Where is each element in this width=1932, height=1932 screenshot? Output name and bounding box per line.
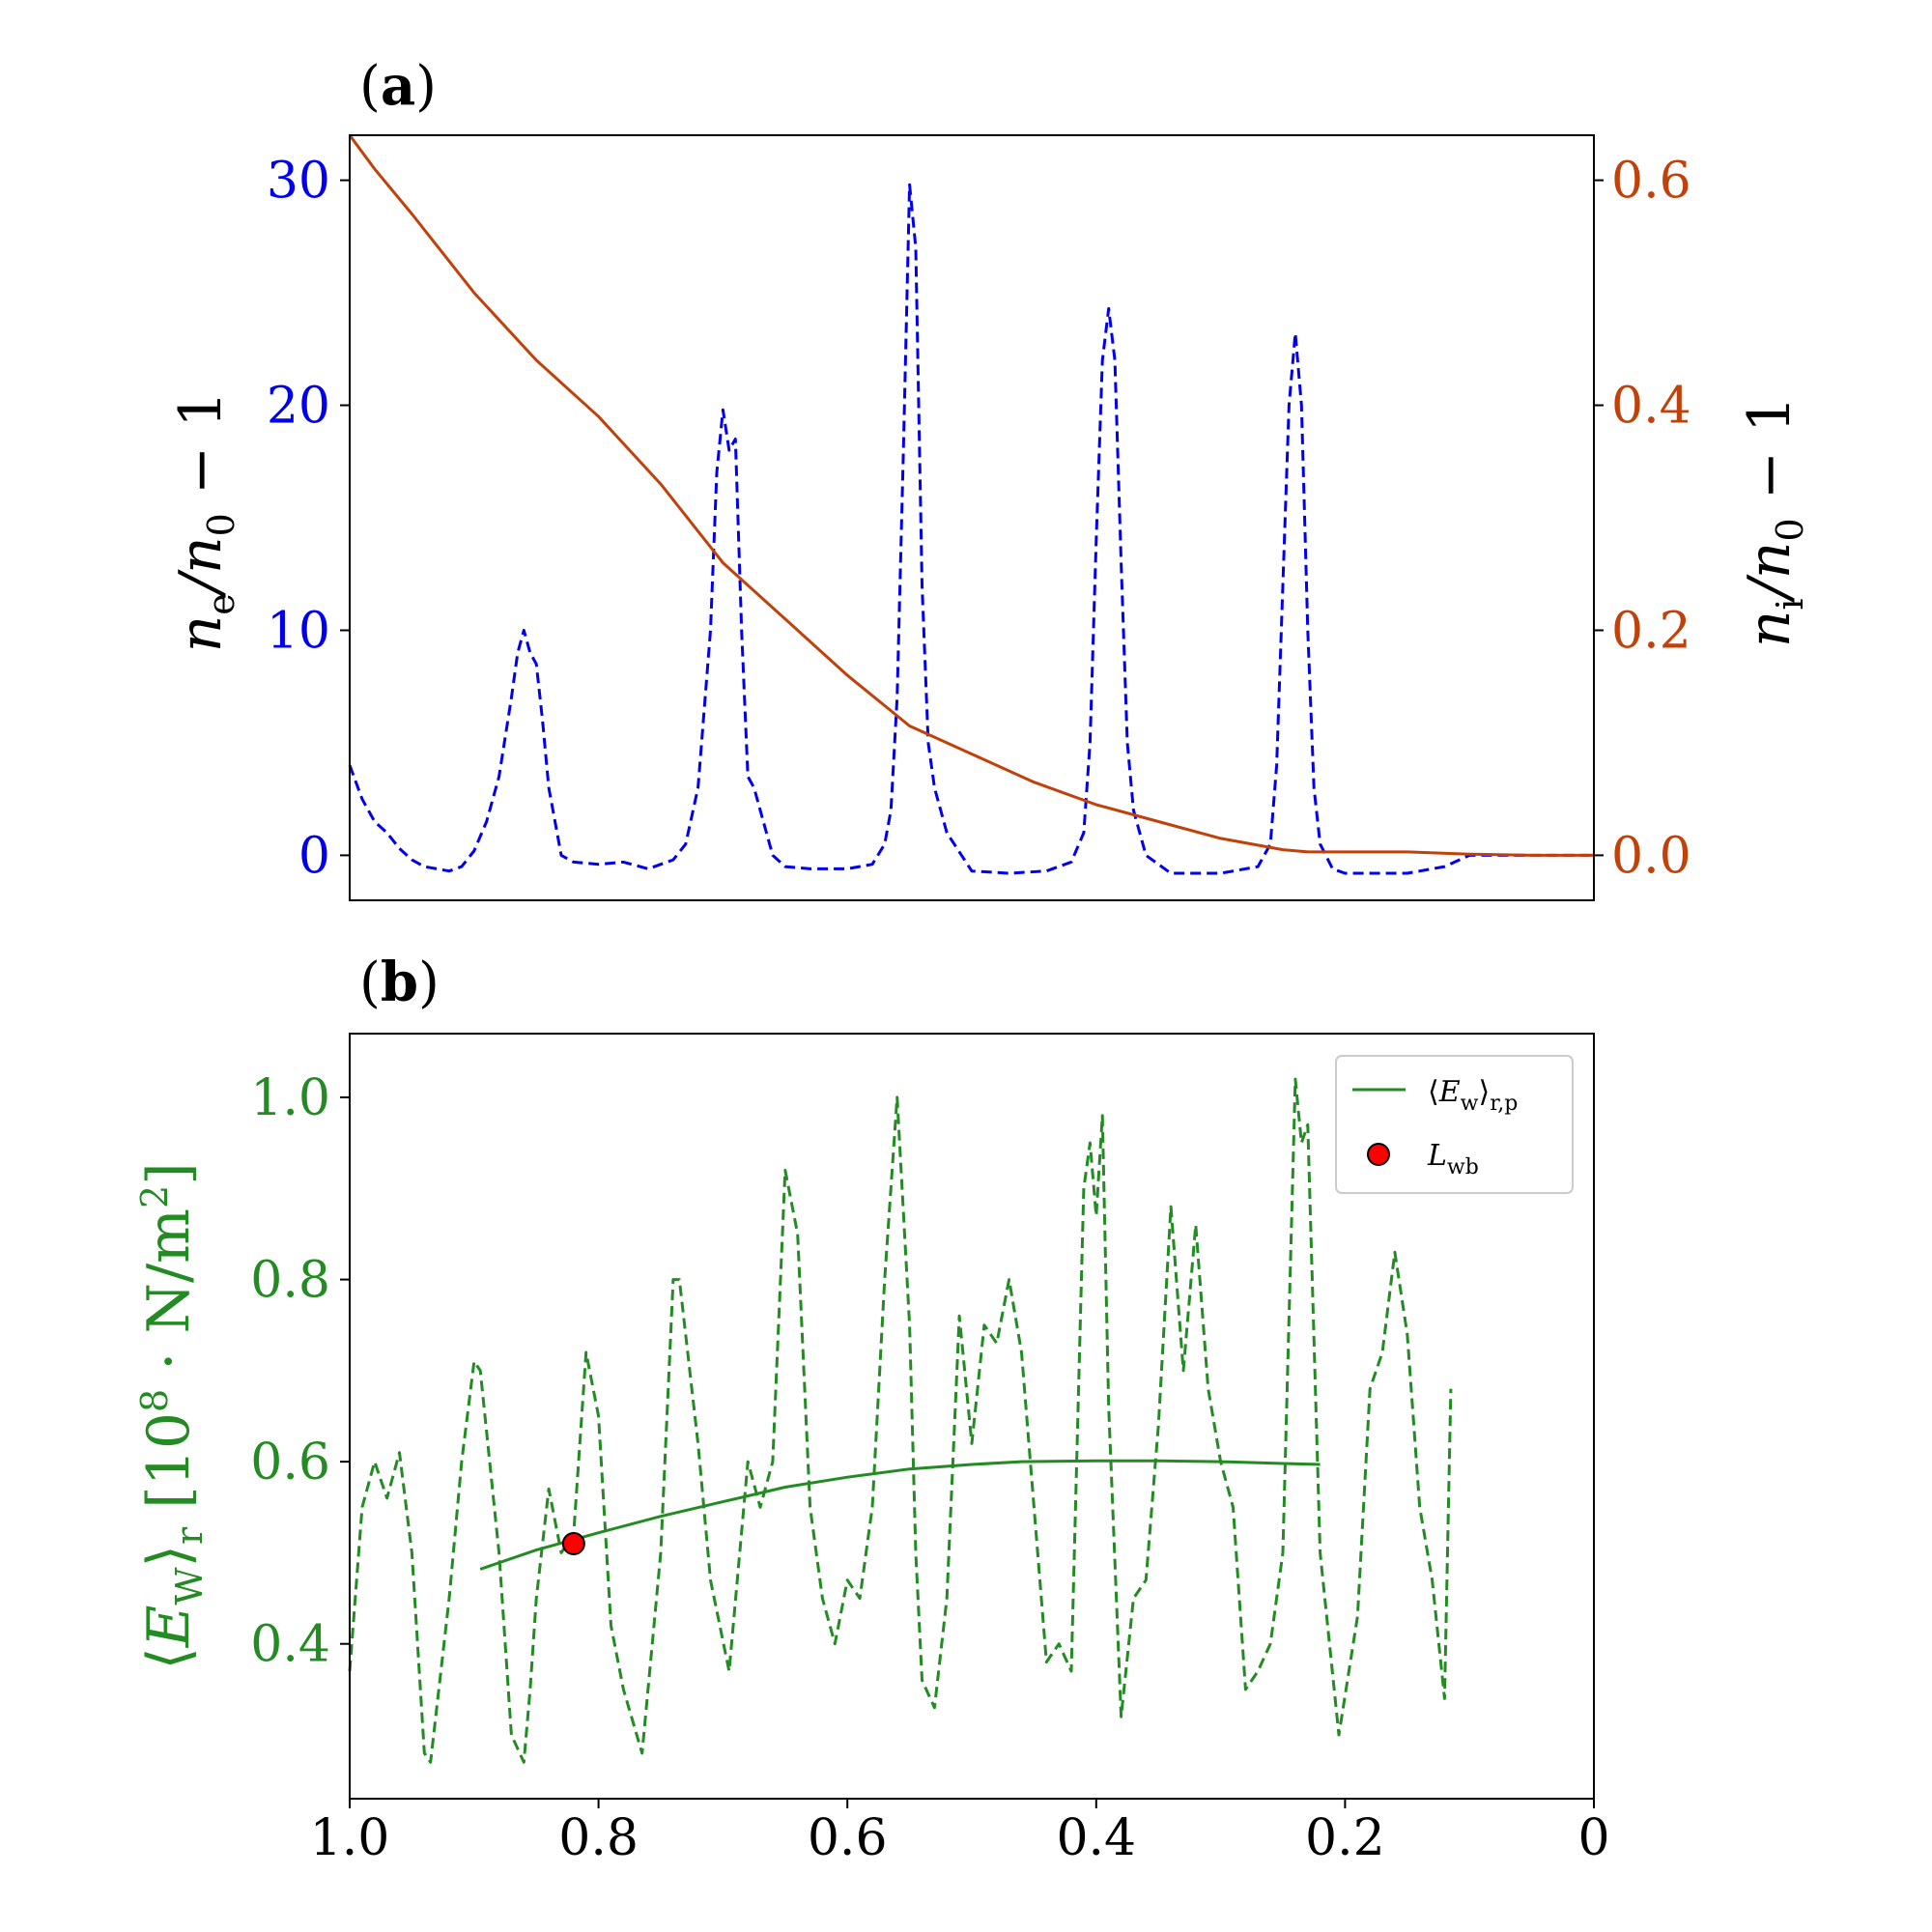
legend: ⟨Ew⟩r,p Lwb bbox=[1335, 1055, 1574, 1194]
panel-b-x-ticks: 1.0 0.8 0.6 0.4 0.2 0 bbox=[310, 1799, 1610, 1867]
panel-a-series bbox=[348, 134, 1594, 875]
panel-a-right-tick-label: 0.0 bbox=[1611, 827, 1691, 885]
panel-a-frame bbox=[349, 134, 1595, 901]
panel-b-y-tick-label: 0.4 bbox=[250, 1616, 330, 1674]
panel-a-left-tick-label: 10 bbox=[267, 602, 330, 660]
panel-b-x-tick-label: 0 bbox=[1577, 1809, 1609, 1867]
series-line-ni bbox=[348, 134, 1594, 857]
panel-a-right-tick-label: 0.4 bbox=[1611, 378, 1691, 436]
panel-a-left-tick-label: 0 bbox=[298, 827, 330, 885]
panel-a: (a) 0 10 20 30 0.0 0.2 0.4 0.6 ne/n0 − 1 ni/n0… bbox=[167, 54, 1811, 901]
panel-a-right-tick-label: 0.6 bbox=[1611, 153, 1691, 211]
panel-a-left-y-ticks: 0 10 20 30 bbox=[267, 153, 350, 885]
panel-b-series bbox=[348, 1077, 1453, 1764]
panel-b: (b) 0.4 0.6 0.8 1.0 1.0 0.8 0.6 0.4 0.2 0 ⟨EW⟩r … bbox=[133, 951, 1610, 1867]
legend-entry-ew: ⟨Ew⟩r,p bbox=[1428, 1075, 1518, 1116]
panel-b-y-tick-label: 0.8 bbox=[250, 1252, 330, 1310]
series-line-ne bbox=[348, 183, 1594, 875]
panel-a-right-y-ticks: 0.0 0.2 0.4 0.6 bbox=[1594, 153, 1691, 885]
panel-a-left-y-label: ne/n0 − 1 bbox=[167, 391, 242, 653]
panel-b-label: (b) bbox=[359, 951, 440, 1014]
panel-a-label: (a) bbox=[359, 54, 437, 118]
panel-b-y-tick-label: 0.6 bbox=[250, 1434, 330, 1492]
panel-b-x-tick-label: 0.2 bbox=[1305, 1809, 1385, 1867]
series-line-ew-avg bbox=[479, 1459, 1321, 1571]
panel-a-right-tick-label: 0.2 bbox=[1611, 602, 1691, 660]
legend-entry-lwb: Lwb bbox=[1427, 1139, 1479, 1179]
panel-a-left-tick-label: 20 bbox=[267, 378, 330, 436]
legend-marker-swatch bbox=[1367, 1143, 1390, 1166]
panel-b-y-tick-label: 1.0 bbox=[250, 1069, 330, 1127]
panel-b-x-tick-label: 1.0 bbox=[310, 1809, 390, 1867]
lwb-marker bbox=[561, 1532, 585, 1555]
panel-b-frame bbox=[349, 1033, 1595, 1800]
panel-b-x-tick-label: 0.8 bbox=[558, 1809, 639, 1867]
panel-b-y-label: ⟨EW⟩r [108 · N/m2] bbox=[133, 1162, 211, 1669]
panel-a-left-tick-label: 30 bbox=[267, 153, 330, 211]
panel-b-x-tick-label: 0.6 bbox=[808, 1809, 888, 1867]
panel-b-y-ticks: 0.4 0.6 0.8 1.0 bbox=[250, 1069, 350, 1674]
series-line-ew-dashed bbox=[348, 1077, 1453, 1764]
panel-b-x-tick-label: 0.4 bbox=[1056, 1809, 1136, 1867]
panel-a-right-y-label: ni/n0 − 1 bbox=[1736, 396, 1811, 647]
